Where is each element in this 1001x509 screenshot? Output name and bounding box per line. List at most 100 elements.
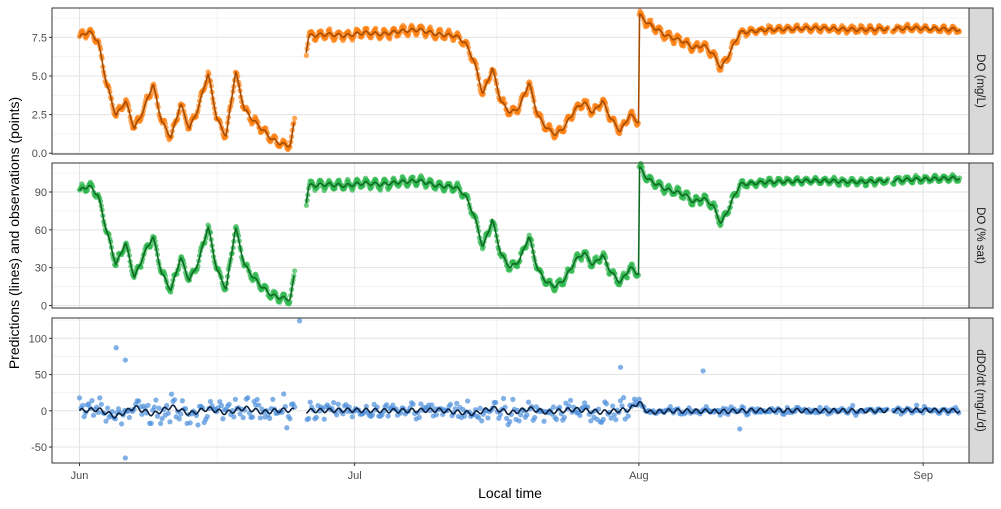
observation-point xyxy=(648,17,654,23)
prediction-line xyxy=(78,30,295,148)
y-tick-label: -50 xyxy=(31,442,47,454)
observation-point xyxy=(914,402,920,408)
facet-strip-label: DO (% sat) xyxy=(974,207,986,264)
observation-point xyxy=(307,399,313,405)
facet-strip xyxy=(968,7,994,155)
observation-point xyxy=(113,345,119,351)
observation-point xyxy=(600,416,606,422)
observation-point xyxy=(292,268,298,274)
observation-point xyxy=(500,96,507,102)
observation-point xyxy=(245,395,251,401)
panel-2: 0 30 60 90 DO (% sat) xyxy=(35,160,994,312)
observation-point xyxy=(157,420,164,427)
observation-point xyxy=(97,395,103,401)
x-tick-label: Aug xyxy=(629,470,649,482)
y-tick-label: 60 xyxy=(35,225,47,237)
observation-point xyxy=(603,401,610,407)
observation-point xyxy=(620,395,627,401)
y-tick-label: 90 xyxy=(35,187,47,199)
observation-point xyxy=(136,398,142,404)
observation-point xyxy=(624,275,631,281)
observation-point xyxy=(113,262,119,268)
observation-point xyxy=(257,415,263,421)
observation-point xyxy=(281,391,287,397)
observation-point xyxy=(553,416,560,423)
observation-point xyxy=(254,396,260,403)
observation-point xyxy=(303,52,309,58)
observation-point xyxy=(850,402,856,409)
y-tick-label: 50 xyxy=(35,370,47,382)
facet-strip-label: DO (mg/L) xyxy=(974,54,986,108)
observation-point xyxy=(168,289,174,295)
observation-point xyxy=(477,405,483,411)
observation-point xyxy=(122,455,128,461)
observation-point xyxy=(541,418,547,424)
observation-point xyxy=(416,414,422,421)
observation-point xyxy=(226,401,232,407)
observation-point xyxy=(465,398,471,404)
panel-1: 0.0 2.5 5.0 7.5 DO (mg/L) xyxy=(32,7,994,160)
observation-point xyxy=(493,399,499,406)
panels-layer: 0.0 2.5 5.0 7.5 DO (mg/L) 0 30 60 90 DO (% sat) -5… xyxy=(29,7,994,464)
observation-point xyxy=(410,401,416,407)
y-tick-label: 0 xyxy=(41,300,47,312)
y-tick-label: 0 xyxy=(41,406,47,418)
observation-point xyxy=(292,115,298,121)
observation-point xyxy=(525,399,532,405)
observation-point xyxy=(516,418,522,424)
observation-point xyxy=(122,357,128,363)
y-tick-label: 5.0 xyxy=(32,71,47,83)
observation-point xyxy=(610,403,616,409)
observation-point xyxy=(561,414,567,421)
observation-point xyxy=(145,402,151,408)
x-tick-label: Jul xyxy=(348,470,362,482)
observation-point xyxy=(364,25,370,32)
observation-point xyxy=(168,391,175,397)
observation-point xyxy=(156,405,162,411)
observation-point xyxy=(306,415,312,422)
observation-point xyxy=(104,405,111,411)
observation-point xyxy=(373,25,379,31)
observation-point xyxy=(80,402,86,408)
y-tick-label: 30 xyxy=(35,263,47,275)
observation-point xyxy=(313,414,320,420)
observation-point xyxy=(625,413,631,419)
observation-point xyxy=(385,413,391,419)
observation-point xyxy=(387,36,393,42)
observation-point xyxy=(321,416,327,422)
observation-point xyxy=(410,174,416,180)
observation-point xyxy=(447,401,454,407)
observation-point xyxy=(165,410,171,416)
panel-3: -50 0 50 100 dDO/dt (mg/L/d) xyxy=(29,317,994,464)
observation-point xyxy=(284,425,290,431)
observation-point xyxy=(510,396,516,402)
observation-point xyxy=(485,415,491,421)
observation-point xyxy=(232,396,238,402)
y-tick-label: 2.5 xyxy=(32,110,47,122)
observation-point xyxy=(172,397,178,403)
observation-point xyxy=(153,397,159,403)
observation-point xyxy=(611,412,617,418)
y-tick-label: 100 xyxy=(29,333,47,345)
observation-point xyxy=(310,31,316,37)
observation-point xyxy=(167,419,173,425)
observation-point xyxy=(532,415,538,421)
observation-point xyxy=(240,415,246,421)
prediction-line xyxy=(892,25,961,33)
observation-point xyxy=(154,413,161,419)
x-tick-label: Jun xyxy=(71,470,89,482)
observation-point xyxy=(454,400,460,406)
observation-point xyxy=(176,416,182,422)
observation-point xyxy=(267,415,273,421)
observation-point xyxy=(90,412,97,418)
observation-point xyxy=(178,411,184,417)
observation-point xyxy=(567,397,574,403)
observation-point xyxy=(524,412,530,418)
observation-point xyxy=(76,395,83,401)
observation-point xyxy=(218,402,224,409)
observation-point xyxy=(335,401,341,407)
observation-point xyxy=(613,417,619,423)
observation-point xyxy=(479,418,485,424)
observation-point xyxy=(577,412,583,419)
